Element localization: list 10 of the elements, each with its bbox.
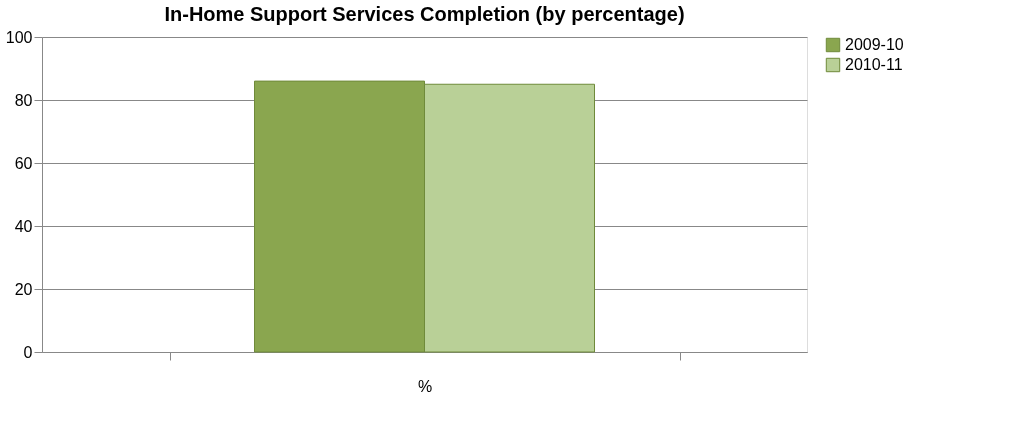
y-tick-label: 60 xyxy=(14,154,33,172)
y-tick-label: 100 xyxy=(5,28,33,46)
y-tick-label: 40 xyxy=(14,217,33,235)
legend-label: 2010-11 xyxy=(845,56,903,73)
legend-label: 2009-10 xyxy=(845,36,904,53)
x-tick-label: % xyxy=(417,377,433,395)
y-tick-label: 0 xyxy=(23,343,33,361)
y-tick-label: 20 xyxy=(14,280,33,298)
y-tick-label: 80 xyxy=(14,91,33,109)
chart-title: In-Home Support Services Completion (by percentage) xyxy=(164,3,685,25)
